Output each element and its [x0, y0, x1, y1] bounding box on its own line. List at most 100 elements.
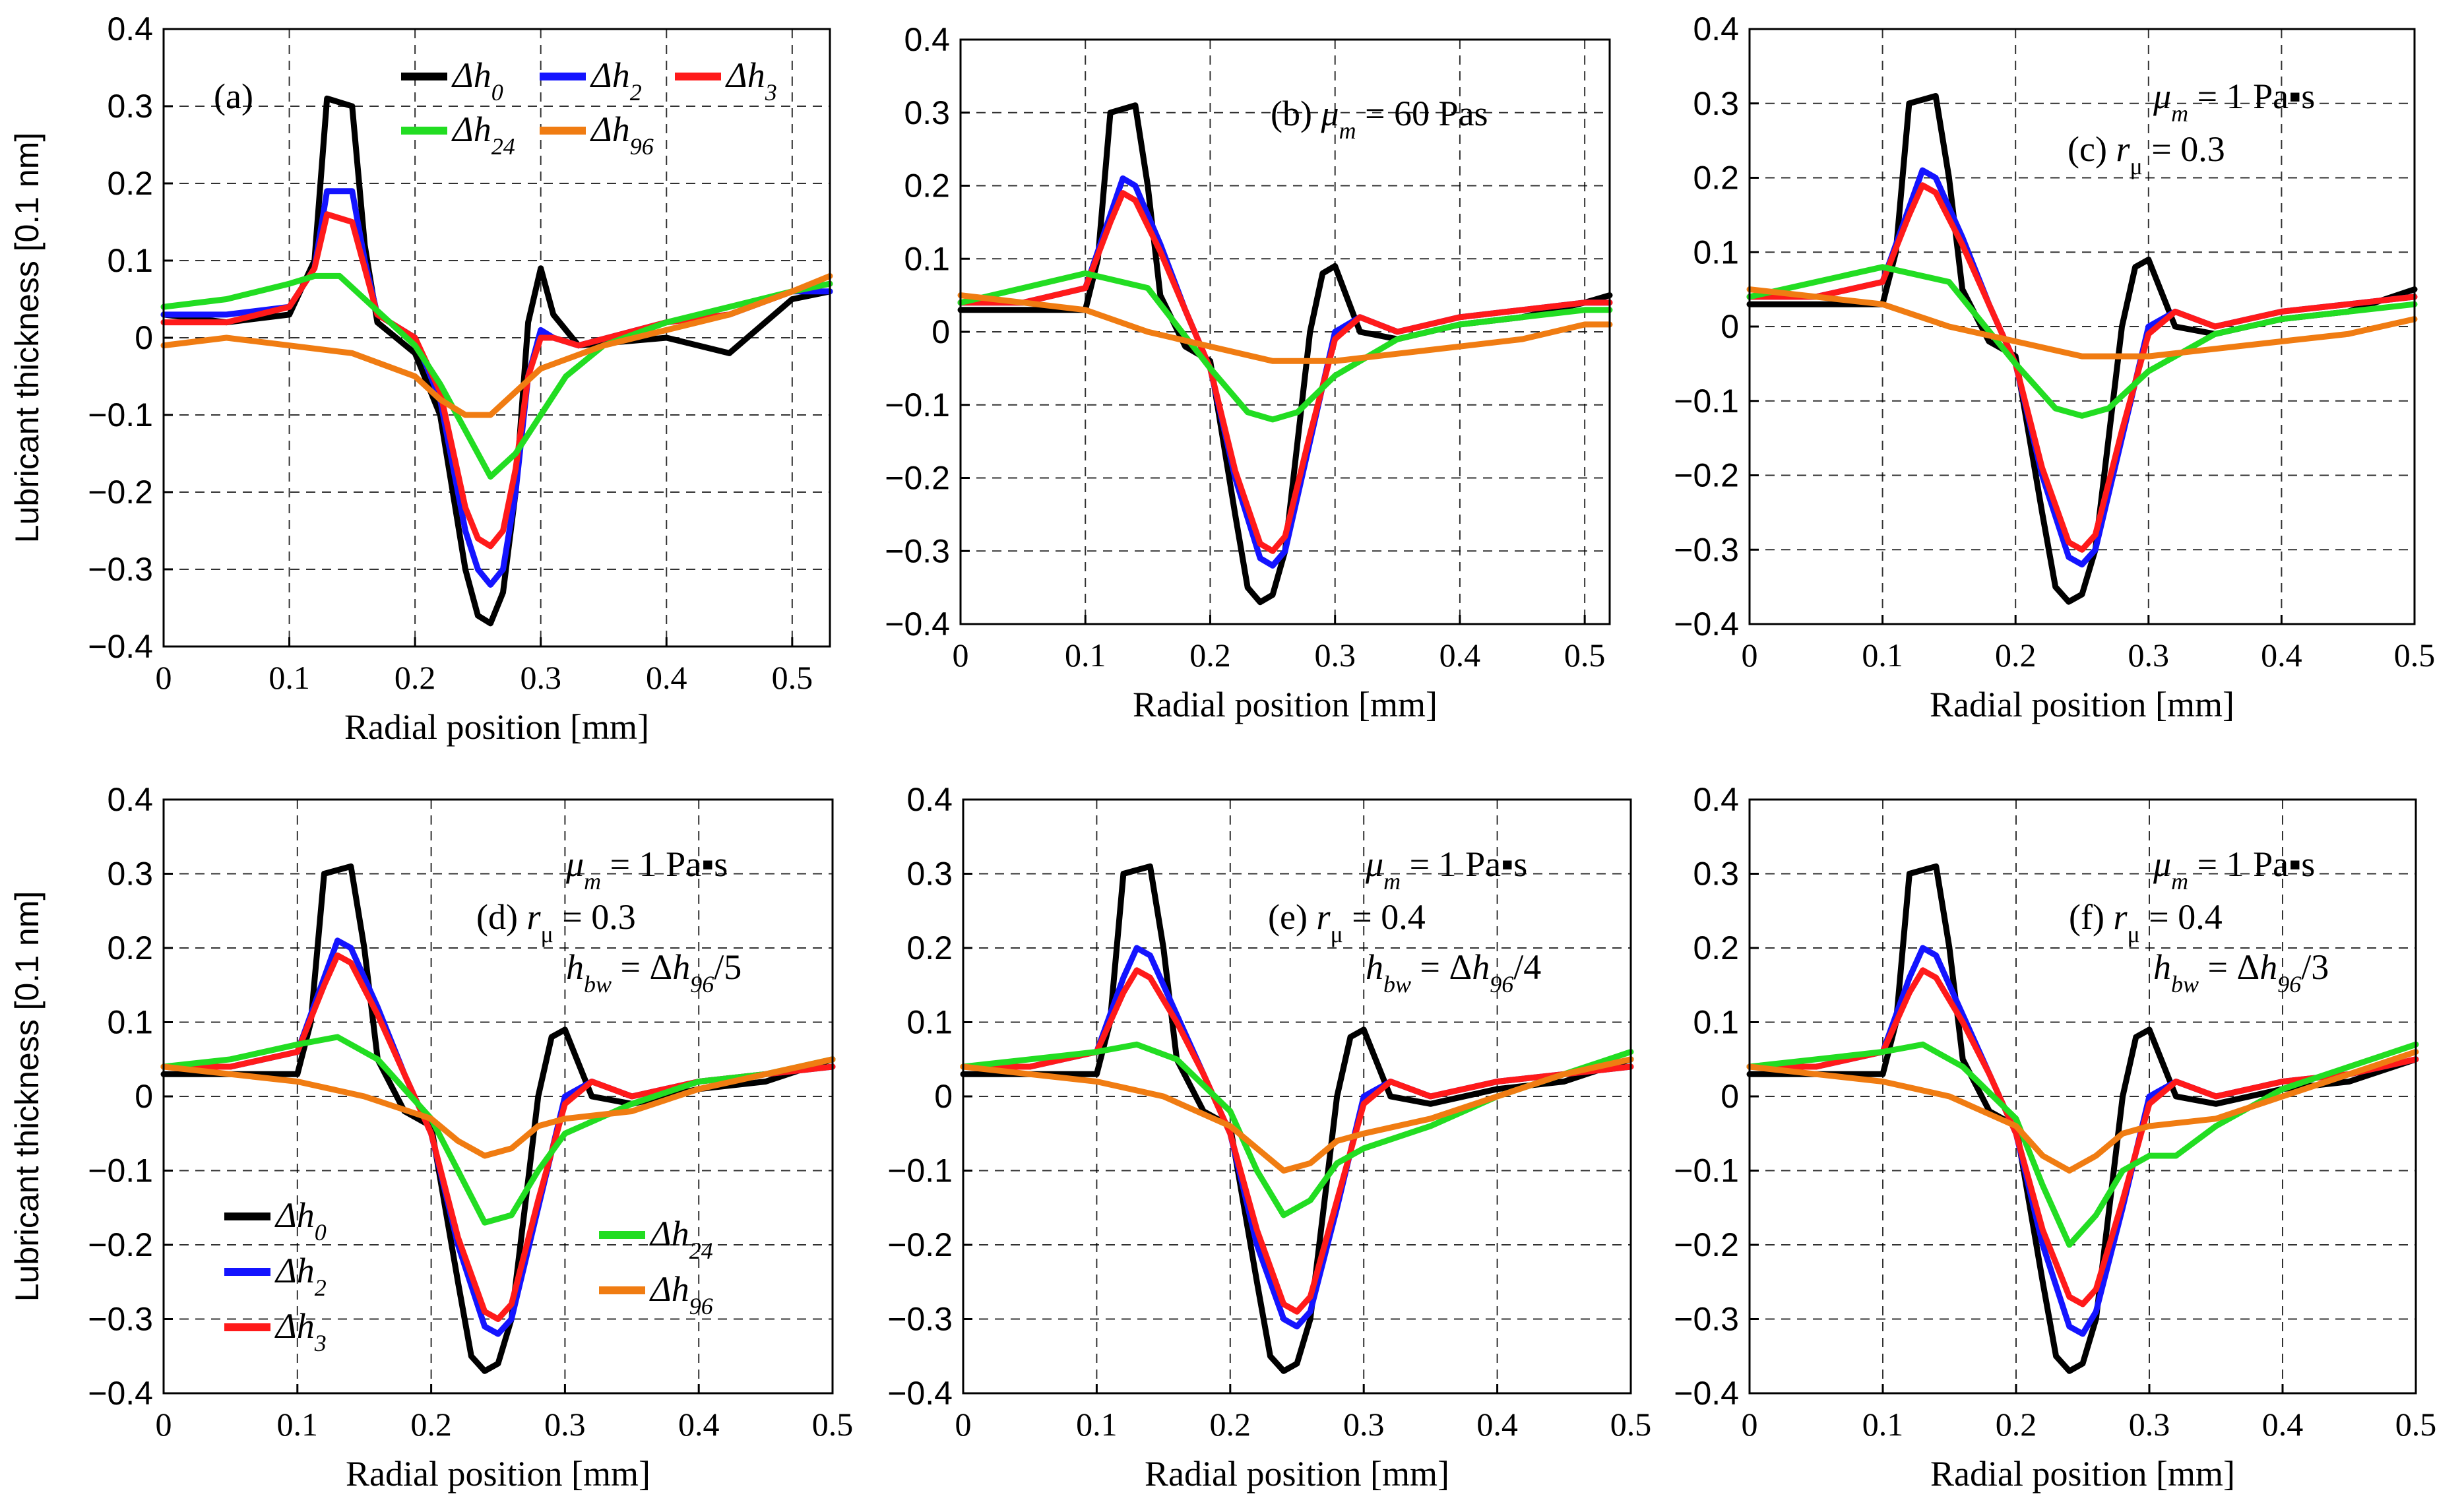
y-tick-label: 0.2 [1693, 929, 1739, 966]
x-tick-label: 0.1 [1076, 1406, 1118, 1443]
series-dh96-line [957, 292, 1613, 364]
y-tick-label: 0.1 [1693, 1004, 1739, 1041]
y-tick-label: 0.3 [1693, 856, 1739, 893]
panel-f: 0.40.30.20.10−0.1−0.2−0.3−0.40 0.1 0.2 0.3 0… [1674, 781, 2436, 1494]
series-dh96-line [160, 1056, 836, 1159]
y-tick-label: 0.2 [906, 929, 953, 966]
y-tick-label: 0.1 [1693, 234, 1739, 270]
series-dh3-line [160, 952, 836, 1322]
y-tick-label: −0.4 [887, 1375, 953, 1412]
y-tick-label: 0.3 [906, 856, 953, 893]
y-tick-label: 0.3 [1693, 85, 1739, 122]
y-tick-label: 0.2 [904, 168, 950, 205]
y-tick-label: 0 [934, 1078, 953, 1115]
x-tick-label: 0.5 [2394, 637, 2436, 674]
x-tick-label: 0.4 [646, 659, 687, 696]
legend-label-dh0: Δh0 [451, 55, 503, 106]
x-tick-label: 0 [1742, 637, 1758, 674]
y-tick-label: 0.1 [904, 240, 950, 277]
y-tick-label: −0.3 [885, 532, 950, 569]
x-tick-label: 0.3 [2128, 637, 2170, 674]
annotation: (d) rμ = 0.3 [476, 897, 636, 947]
x-axis-label: Radial position [mm] [346, 1454, 650, 1494]
y-tick-label: −0.2 [885, 460, 950, 497]
annotation: (b) μm = 60 Pas [1271, 94, 1488, 144]
y-tick-label: −0.1 [88, 396, 153, 433]
y-tick-label: −0.4 [1674, 1375, 1739, 1412]
panel-d: 0.40.30.20.10−0.1−0.2−0.3−0.40 0.1 0.2 0.3 0… [9, 781, 853, 1494]
x-tick-label: 0.1 [1862, 1406, 1904, 1443]
series-dh96-line [1746, 286, 2418, 360]
legend-label-dh24: Δh24 [451, 110, 515, 160]
y-tick-label: −0.4 [88, 1375, 153, 1412]
annotation: μm = 1 Pa▪s [565, 844, 728, 895]
y-tick-label: 0.2 [107, 929, 153, 966]
series-dh3-line [1746, 182, 2418, 553]
series-dh0-line [1746, 863, 2419, 1374]
annotation: (f) rμ = 0.4 [2069, 897, 2223, 947]
panel-b: 0.40.30.20.10−0.1−0.2−0.3−0.40 0.1 0.2 0.3 0… [885, 21, 1613, 724]
x-tick-label: 0.5 [1610, 1406, 1652, 1443]
legend-label-dh96: Δh96 [649, 1269, 713, 1319]
series-dh0-line [960, 863, 1634, 1374]
x-tick-label: 0.3 [2129, 1406, 2170, 1443]
x-tick-label: 0.4 [1439, 637, 1481, 674]
y-tick-label: 0.1 [107, 242, 153, 279]
x-axis-label: Radial position [mm] [1930, 1454, 2235, 1494]
panel-c: 0.40.30.20.10−0.1−0.2−0.3−0.40 0.1 0.2 0.3 0… [1674, 11, 2435, 724]
x-tick-label: 0.4 [1476, 1406, 1518, 1443]
y-tick-label: 0.4 [1693, 781, 1739, 818]
y-tick-label: 0.2 [1693, 160, 1739, 197]
y-tick-label: 0 [932, 313, 950, 350]
x-tick-label: 0 [955, 1406, 972, 1443]
y-axis-label: Lubricant thickness [0.1 nm] [9, 891, 46, 1302]
y-tick-label: 0.4 [107, 781, 153, 818]
y-axis-label: Lubricant thickness [0.1 nm] [9, 133, 46, 544]
annotation: hbw = Δh96/5 [566, 947, 742, 997]
y-tick-label: −0.2 [88, 1226, 153, 1263]
y-tick-label: −0.3 [887, 1301, 953, 1338]
series-dh3-line [960, 967, 1634, 1315]
y-tick-label: −0.2 [88, 474, 153, 511]
x-axis-label: Radial position [mm] [1133, 685, 1437, 724]
x-tick-label: 0.2 [1996, 1406, 2037, 1443]
y-tick-label: −0.2 [887, 1226, 953, 1263]
y-tick-label: −0.1 [887, 1152, 953, 1189]
y-tick-label: 0.4 [107, 11, 153, 47]
y-tick-label: −0.3 [1674, 531, 1739, 568]
x-tick-label: 0.2 [1995, 637, 2037, 674]
y-tick-label: −0.2 [1674, 1226, 1739, 1263]
x-tick-label: 0.3 [1314, 637, 1356, 674]
panel-label: (a) [214, 77, 253, 116]
legend-label-dh0: Δh0 [274, 1195, 327, 1245]
legend-label-dh24: Δh24 [649, 1214, 713, 1264]
y-tick-label: 0 [1721, 308, 1739, 345]
y-tick-label: −0.4 [885, 606, 950, 643]
x-tick-label: 0.2 [410, 1406, 452, 1443]
y-tick-label: −0.1 [1674, 383, 1739, 420]
series-dh96-line [960, 1056, 1634, 1174]
x-tick-label: 0.5 [2395, 1406, 2437, 1443]
y-tick-label: −0.1 [885, 387, 950, 424]
y-tick-label: −0.4 [1674, 606, 1739, 643]
x-tick-label: 0.2 [1210, 1406, 1251, 1443]
x-tick-label: 0.1 [277, 1406, 319, 1443]
y-tick-label: −0.4 [88, 628, 153, 665]
legend-label-dh96: Δh96 [590, 110, 654, 160]
x-tick-label: 0.4 [2261, 637, 2302, 674]
series-dh24-line [957, 270, 1613, 423]
annotation: μm = 1 Pa▪s [2153, 844, 2315, 895]
x-tick-label: 0.3 [520, 659, 561, 696]
legend-label-dh2: Δh2 [274, 1251, 327, 1301]
y-tick-label: 0.3 [904, 94, 950, 131]
x-tick-label: 0.5 [772, 659, 813, 696]
series-dh96-line [1746, 1049, 2419, 1174]
legend-label-dh3: Δh3 [274, 1306, 327, 1356]
x-tick-label: 0 [156, 1406, 172, 1443]
series-dh24-line [160, 1034, 836, 1226]
x-tick-label: 0.4 [678, 1406, 720, 1443]
y-tick-label: −0.3 [1674, 1301, 1739, 1338]
annotation: (e) rμ = 0.4 [1268, 897, 1426, 947]
series-dh0-line [160, 863, 836, 1374]
